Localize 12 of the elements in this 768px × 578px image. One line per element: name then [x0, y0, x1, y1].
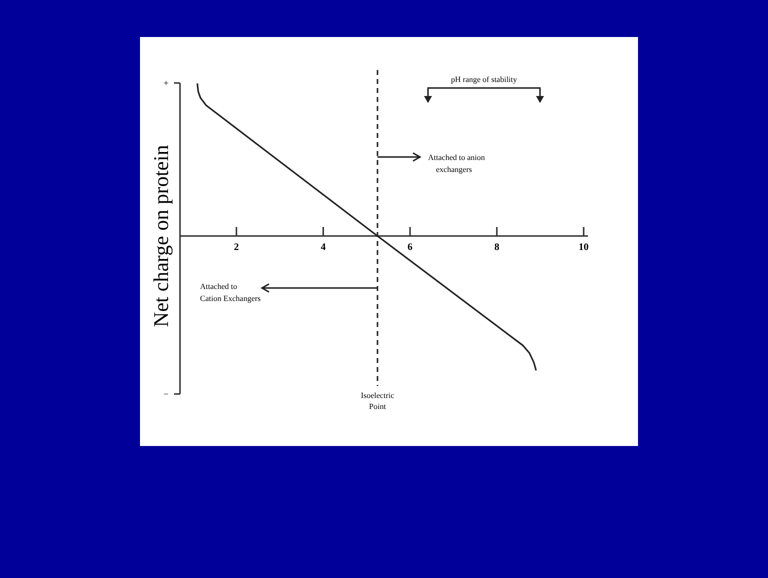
x-tick-label: 8	[494, 242, 500, 253]
annotation: Attached to anion exchangers	[428, 153, 485, 174]
annotation: pH range of stability	[451, 75, 517, 84]
x-tick-label: 4	[320, 242, 326, 253]
annotation: Attached to Cation Exchangers	[200, 282, 261, 303]
text: −	[163, 389, 169, 399]
x-tick-label: 10	[578, 242, 589, 253]
text: +	[163, 78, 169, 88]
y-axis-title: Net charge on protein	[149, 144, 173, 328]
ref-line-label: Isoelectric Point	[360, 391, 395, 411]
x-tick-label: 6	[408, 242, 413, 253]
x-tick-label: 2	[234, 242, 239, 253]
